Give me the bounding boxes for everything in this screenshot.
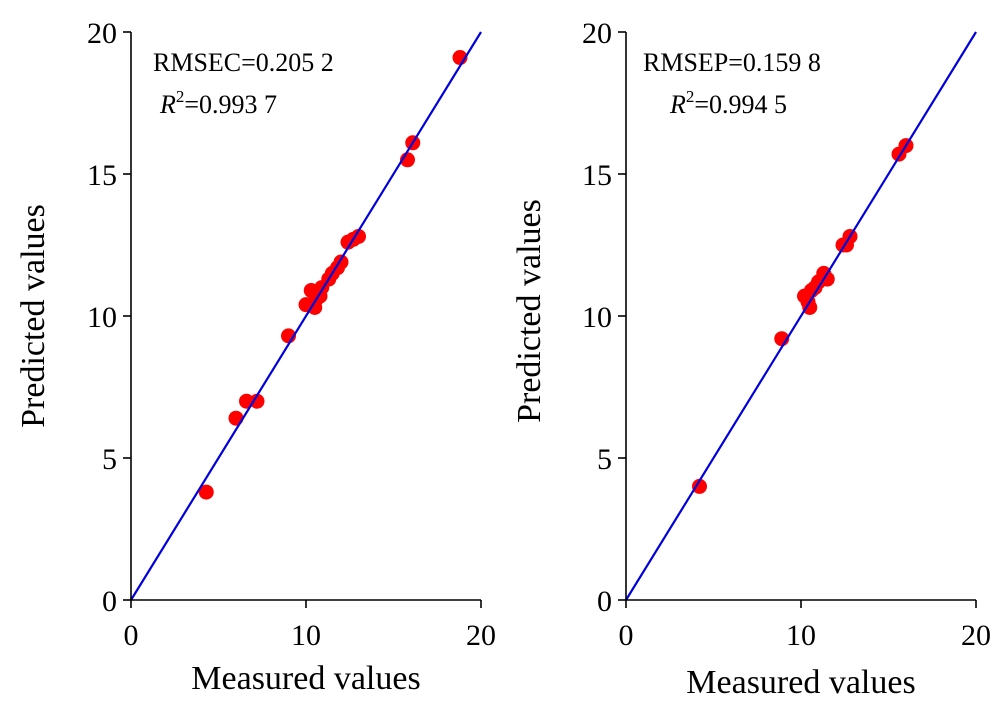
prediction-r-superscript: 2 [686, 87, 695, 106]
prediction-point-group [625, 31, 977, 601]
calibration-y-tick-label: 20 [87, 17, 117, 50]
calibration-r2-annotation: R2=0.993 7 [159, 87, 277, 119]
prediction-y-tick-label: 10 [582, 301, 612, 334]
calibration-data-point [351, 228, 366, 244]
calibration-x-tick-label: 20 [466, 619, 496, 652]
calibration-rmsec-annotation: RMSEC=0.205 2 [153, 48, 334, 77]
calibration-y-tick-label: 10 [87, 301, 117, 334]
calibration-x-tick-label: 10 [291, 619, 321, 652]
calibration-data-point [198, 484, 214, 500]
prediction-r2-annotation: R2=0.994 5 [669, 87, 787, 119]
prediction-r2-value: =0.994 5 [694, 90, 787, 119]
calibration-data-point [249, 393, 265, 409]
prediction-reference-line [625, 31, 977, 601]
calibration-y-tick-label: 15 [87, 159, 117, 192]
prediction-x-tick-label: 10 [786, 619, 816, 652]
calibration-y-axis-label: Predicted values [15, 204, 52, 428]
prediction-y-tick-label: 0 [597, 585, 612, 618]
prediction-r-symbol: R [669, 90, 686, 119]
calibration-r-superscript: 2 [176, 87, 185, 106]
prediction-panel: 0 10 20 0 5 10 15 20 Measured values Predicted … [511, 17, 991, 701]
calibration-point-group [130, 31, 482, 601]
calibration-tick-group: 0 10 20 0 5 10 15 20 [87, 17, 496, 652]
calibration-x-axis-label: Measured values [191, 660, 420, 697]
calibration-panel: 0 10 20 0 5 10 15 20 Measured values Predicted … [15, 17, 496, 697]
prediction-x-tick-label: 20 [961, 619, 991, 652]
calibration-x-tick-label: 0 [124, 619, 139, 652]
calibration-data-point [228, 410, 244, 426]
prediction-tick-group: 0 10 20 0 5 10 15 20 [582, 17, 991, 652]
prediction-rmsep-annotation: RMSEP=0.159 8 [643, 48, 821, 77]
calibration-reference-line [130, 31, 482, 601]
calibration-y-tick-label: 0 [102, 585, 117, 618]
calibration-y-tick-label: 5 [102, 443, 117, 476]
calibration-r-symbol: R [159, 90, 176, 119]
prediction-y-tick-label: 15 [582, 159, 612, 192]
prediction-y-tick-label: 5 [597, 443, 612, 476]
prediction-data-point [819, 271, 835, 287]
prediction-y-tick-label: 20 [582, 17, 612, 50]
prediction-data-point [692, 478, 707, 494]
prediction-data-point [802, 299, 818, 315]
prediction-y-axis-label: Predicted values [511, 199, 548, 423]
calibration-r2-value: =0.993 7 [184, 90, 277, 119]
prediction-x-tick-label: 0 [619, 619, 634, 652]
prediction-x-axis-label: Measured values [686, 664, 915, 701]
